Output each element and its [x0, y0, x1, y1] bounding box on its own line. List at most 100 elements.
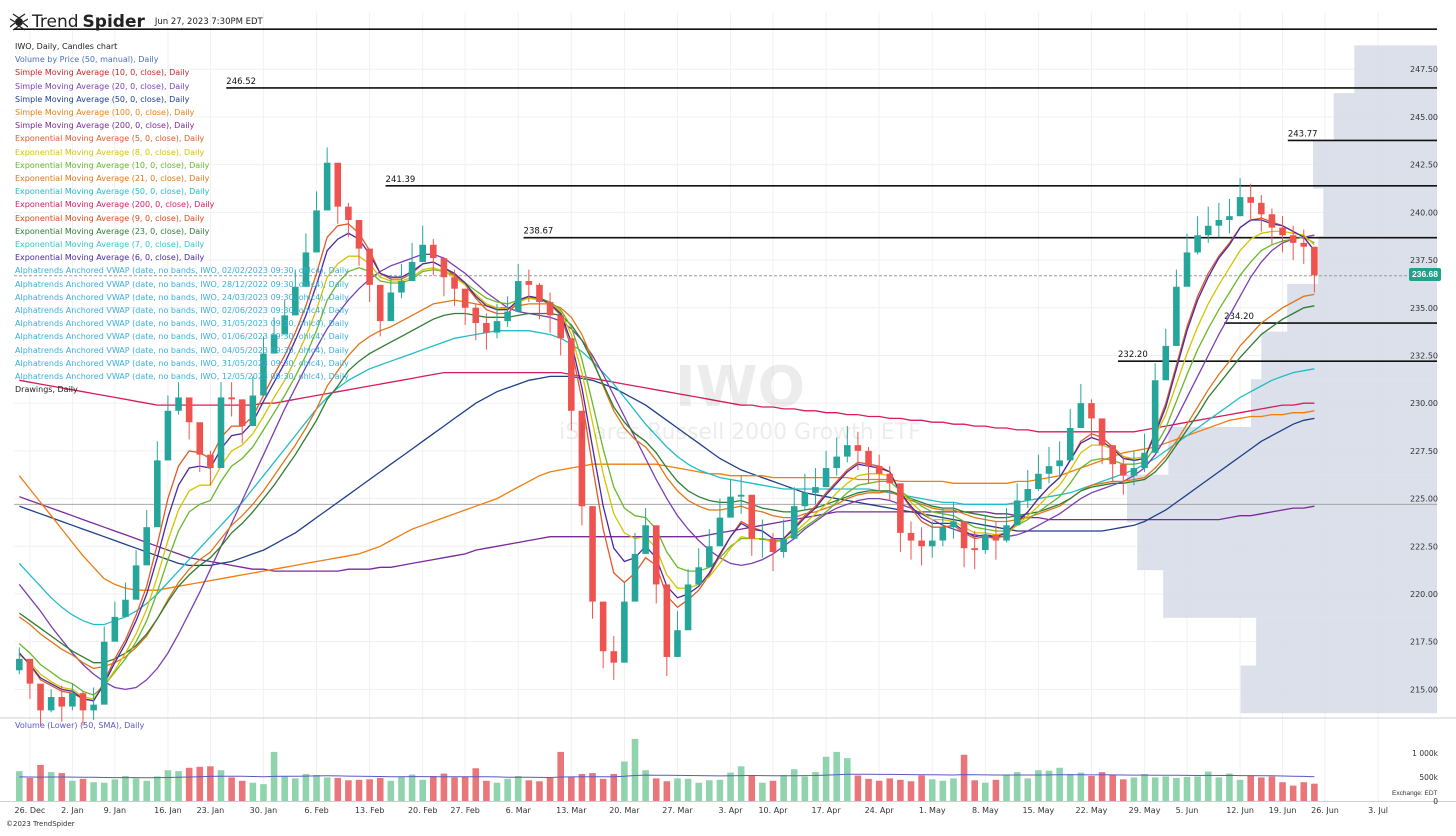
- volume-bar[interactable]: [493, 782, 501, 801]
- candle-body[interactable]: [493, 321, 501, 333]
- candle-body[interactable]: [939, 527, 947, 541]
- candle-body[interactable]: [1088, 403, 1095, 419]
- volume-bar[interactable]: [875, 780, 883, 801]
- volume-bar[interactable]: [631, 738, 639, 801]
- volume-bar[interactable]: [1013, 772, 1021, 801]
- volume-bar[interactable]: [366, 779, 373, 801]
- candle-body[interactable]: [833, 456, 840, 469]
- volume-bar[interactable]: [1098, 772, 1106, 801]
- volume-bar[interactable]: [132, 778, 140, 801]
- candle-body[interactable]: [16, 658, 23, 671]
- candle-body[interactable]: [185, 397, 193, 423]
- candle-body[interactable]: [865, 450, 872, 467]
- candle-body[interactable]: [599, 601, 607, 652]
- volume-bar[interactable]: [1247, 775, 1254, 801]
- volume-bar[interactable]: [1024, 778, 1032, 801]
- candle-body[interactable]: [398, 281, 405, 293]
- volume-bar[interactable]: [1151, 777, 1159, 801]
- candle-body[interactable]: [759, 538, 766, 540]
- volume-bar[interactable]: [1311, 783, 1318, 801]
- volume-bar[interactable]: [1279, 782, 1286, 801]
- volume-bar[interactable]: [323, 777, 331, 801]
- candle-body[interactable]: [727, 496, 734, 518]
- volume-bar[interactable]: [483, 780, 490, 801]
- legend-entry[interactable]: Exponential Moving Average (8, 0, close)…: [15, 147, 205, 157]
- volume-bar[interactable]: [419, 779, 426, 801]
- candle-body[interactable]: [281, 315, 288, 335]
- legend-entry[interactable]: Alphatrends Anchored VWAP (date, no band…: [15, 345, 349, 355]
- candle-body[interactable]: [652, 525, 660, 585]
- legend-entry[interactable]: Exponential Moving Average (200, 0, clos…: [15, 200, 215, 210]
- volume-bar[interactable]: [228, 777, 235, 801]
- candle-body[interactable]: [812, 487, 819, 493]
- volume-bar[interactable]: [546, 777, 554, 801]
- volume-bar[interactable]: [801, 776, 809, 801]
- candle-body[interactable]: [472, 307, 480, 324]
- volume-bar[interactable]: [26, 777, 34, 801]
- candle-body[interactable]: [918, 540, 925, 547]
- candle-body[interactable]: [1077, 403, 1085, 428]
- legend-entry[interactable]: Exponential Moving Average (23, 0, close…: [15, 226, 210, 236]
- candle-body[interactable]: [47, 697, 55, 711]
- volume-bar[interactable]: [1162, 776, 1170, 801]
- legend-entry[interactable]: Simple Moving Average (10, 0, close), Da…: [15, 68, 190, 78]
- volume-bar[interactable]: [37, 764, 44, 801]
- candle-body[interactable]: [674, 630, 681, 657]
- volume-bar[interactable]: [790, 769, 798, 801]
- candle-body[interactable]: [578, 410, 586, 507]
- volume-bar[interactable]: [47, 772, 55, 801]
- volume-bar[interactable]: [865, 778, 872, 801]
- candle-body[interactable]: [419, 244, 426, 262]
- volume-bar[interactable]: [1141, 774, 1148, 801]
- volume-bar[interactable]: [175, 771, 182, 801]
- volume-bar[interactable]: [440, 773, 448, 801]
- candle-body[interactable]: [780, 538, 787, 552]
- candle-body[interactable]: [1247, 197, 1254, 203]
- candle-body[interactable]: [1194, 235, 1201, 253]
- candle-body[interactable]: [1003, 525, 1010, 541]
- candle-body[interactable]: [546, 302, 554, 316]
- volume-bar[interactable]: [1130, 777, 1138, 801]
- candle-body[interactable]: [1279, 227, 1286, 236]
- volume-bar[interactable]: [599, 778, 607, 801]
- volume-bar[interactable]: [928, 779, 936, 801]
- candle-body[interactable]: [175, 397, 182, 411]
- candle-body[interactable]: [1300, 242, 1308, 247]
- candle-body[interactable]: [100, 641, 108, 705]
- legend-entry[interactable]: Alphatrends Anchored VWAP (date, no band…: [15, 266, 349, 276]
- candle-body[interactable]: [249, 395, 257, 427]
- volume-bar[interactable]: [1194, 776, 1201, 801]
- volume-bar[interactable]: [408, 774, 416, 801]
- candle-body[interactable]: [748, 494, 756, 539]
- candle-body[interactable]: [1236, 197, 1244, 217]
- volume-bar[interactable]: [376, 777, 384, 801]
- candle-body[interactable]: [461, 288, 469, 308]
- candle-body[interactable]: [536, 284, 543, 303]
- volume-bar[interactable]: [461, 776, 469, 801]
- candle-body[interactable]: [196, 422, 204, 455]
- candle-body[interactable]: [737, 494, 745, 497]
- volume-bar[interactable]: [185, 767, 193, 801]
- candle-body[interactable]: [26, 658, 34, 684]
- legend-entry[interactable]: Alphatrends Anchored VWAP (date, no band…: [15, 306, 349, 316]
- candle-body[interactable]: [1162, 345, 1170, 381]
- candle-body[interactable]: [111, 616, 119, 642]
- candle-body[interactable]: [801, 492, 809, 507]
- volume-bar[interactable]: [1120, 779, 1127, 801]
- candle-body[interactable]: [69, 693, 76, 707]
- volume-bar[interactable]: [111, 779, 119, 801]
- candle-body[interactable]: [1204, 225, 1212, 236]
- volume-bar[interactable]: [122, 775, 129, 801]
- legend-entry[interactable]: Exponential Moving Average (50, 0, close…: [15, 187, 210, 197]
- volume-bar[interactable]: [854, 775, 862, 801]
- volume-bar[interactable]: [610, 774, 618, 801]
- volume-bar[interactable]: [589, 773, 596, 801]
- volume-bar[interactable]: [1066, 774, 1074, 801]
- candle-body[interactable]: [1311, 246, 1318, 276]
- volume-bar[interactable]: [727, 772, 734, 801]
- candle-body[interactable]: [790, 506, 798, 539]
- volume-bar[interactable]: [822, 756, 830, 801]
- volume-bar[interactable]: [1035, 770, 1042, 801]
- volume-bar[interactable]: [514, 775, 522, 801]
